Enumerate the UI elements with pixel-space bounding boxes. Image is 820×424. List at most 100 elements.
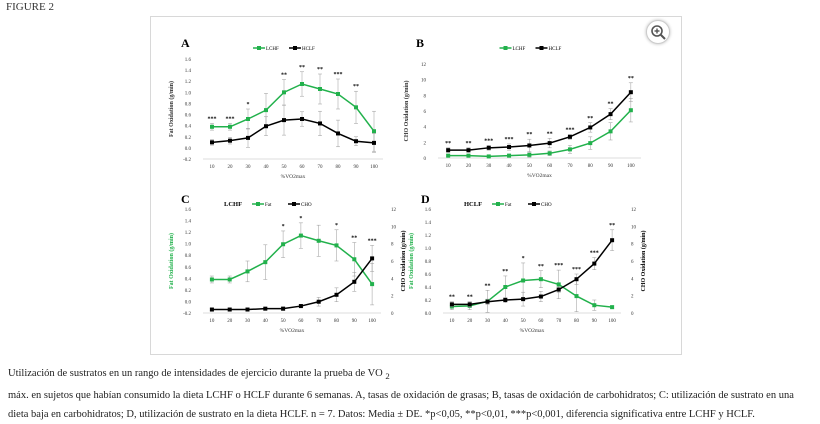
y-tick-label-b: 2 (424, 141, 427, 146)
x-tick-label-b: 20 (466, 164, 472, 169)
data-point-a (354, 139, 358, 144)
x-tick-label-c: 70 (316, 319, 322, 324)
data-point-b (466, 148, 471, 153)
significance-marker-a: ** (299, 65, 305, 71)
x-tick-label-d: 30 (485, 319, 491, 324)
y-tick-label-c: 0.8 (185, 254, 192, 259)
significance-marker-b: ** (547, 131, 553, 137)
figure: A -0.2 0.0 0.2 0.4 0.6 0.8 1.0 1.2 1.4 1.6 10 20 30 40… (150, 16, 682, 355)
data-point-b (446, 153, 451, 158)
y-right-tick-label-d: 6 (631, 260, 634, 265)
significance-marker-a: ** (317, 67, 323, 73)
data-point-d (503, 298, 508, 302)
data-point-d (574, 277, 579, 282)
y-tick-label-c: 0.2 (185, 289, 192, 294)
x-tick-label-b: 40 (507, 164, 513, 169)
x-tick-label-a: 90 (354, 165, 360, 170)
y-tick-label-b: 8 (424, 94, 427, 99)
data-point-a (318, 87, 322, 91)
data-point-a (354, 105, 358, 110)
x-tick-label-b: 70 (567, 164, 573, 169)
zoom-in-icon (651, 25, 666, 40)
data-point-c (245, 307, 250, 312)
data-point-c (263, 306, 268, 311)
panel-letter-a: A (181, 36, 190, 50)
significance-marker-d: ** (485, 283, 491, 289)
x-tick-label-d: 80 (574, 319, 580, 324)
data-point-d (610, 238, 615, 243)
legend-marker-c (292, 202, 296, 206)
x-tick-label-b: 10 (446, 164, 452, 169)
legend-marker-b (503, 46, 508, 50)
y-right-tick-label-d: 10 (631, 225, 637, 230)
caption-text-cont: máx. en sujetos que habían consumido la … (8, 390, 794, 421)
data-point-b (567, 147, 572, 152)
data-point-a (210, 140, 214, 145)
panel-letter-d: D (421, 192, 430, 206)
data-point-a (318, 121, 322, 126)
x-tick-label-c: 100 (368, 319, 376, 324)
zoom-button[interactable] (646, 20, 670, 44)
y-right-tick-label-d: 12 (631, 208, 637, 213)
y-tick-label-a: 0.2 (185, 136, 192, 141)
significance-marker-c: * (282, 224, 285, 230)
series-line-a (211, 118, 375, 144)
significance-marker-d: * (522, 256, 525, 262)
x-tick-label-c: 80 (334, 319, 340, 324)
legend-marker-a (293, 46, 297, 50)
series-line-b (448, 91, 632, 151)
data-point-d (556, 282, 561, 287)
data-point-b (628, 90, 633, 95)
significance-marker-b: *** (505, 137, 514, 143)
y-right-tick-label-c: 4 (391, 277, 394, 282)
data-point-b (446, 148, 451, 153)
x-tick-label-c: 40 (263, 319, 269, 324)
significance-marker-c: ** (351, 236, 357, 242)
y-tick-label-a: 1.2 (185, 80, 192, 85)
x-axis-label-b: %VO2max (527, 173, 552, 179)
legend-label-c: CHO (301, 203, 312, 208)
data-point-a (264, 108, 268, 113)
legend-label-b: HCLF (549, 47, 562, 52)
y-tick-label-d: 1.6 (425, 208, 432, 213)
y-tick-label-d: 0.2 (425, 299, 432, 304)
figure-charts: A-0.20.00.20.40.60.81.01.21.41.610 20 30 40… (168, 36, 647, 334)
y-axis-label-b: CHO Oxidation (g/min) (403, 80, 410, 141)
data-point-c (281, 242, 286, 247)
caption-text: Utilización de sustratos en un rango de … (8, 368, 386, 379)
data-point-c (352, 257, 357, 262)
data-point-c (263, 260, 268, 265)
significance-marker-b: ** (587, 116, 593, 122)
data-point-d (449, 302, 454, 307)
data-point-b (527, 152, 532, 157)
legend-marker-d (532, 202, 536, 206)
y-tick-label-a: 0.4 (185, 125, 192, 130)
y-tick-label-c: 1.4 (185, 220, 192, 225)
y-tick-label-d: 1.2 (425, 234, 432, 239)
y-axis-right-label-c: CHO Oxidation (g/min) (400, 230, 407, 291)
panel-letter-b: B (416, 36, 424, 50)
legend-marker-a (257, 46, 261, 50)
significance-marker-a: ** (353, 84, 359, 90)
y-axis-right-label-d: CHO Oxidation (g/min) (640, 230, 647, 291)
series-line-a (212, 83, 375, 132)
data-point-c (245, 269, 250, 274)
data-point-a (228, 138, 232, 143)
data-point-c (334, 243, 339, 248)
data-point-b (507, 145, 512, 150)
significance-marker-b: ** (445, 141, 451, 147)
legend-label-a: LCHF (266, 47, 279, 52)
data-point-d (521, 297, 526, 302)
data-point-d (467, 302, 472, 307)
x-tick-label-d: 70 (556, 319, 562, 324)
y-tick-label-a: 0.0 (185, 147, 192, 152)
data-point-b (588, 125, 593, 130)
significance-marker-b: ** (628, 76, 634, 82)
y-right-tick-label-d: 4 (631, 277, 634, 282)
y-tick-label-b: 10 (421, 79, 427, 84)
significance-marker-d: ** (467, 295, 473, 301)
data-point-b (567, 134, 572, 139)
data-point-a (264, 124, 268, 129)
y-tick-label-a: 1.4 (185, 69, 192, 74)
x-tick-label-b: 80 (588, 164, 594, 169)
